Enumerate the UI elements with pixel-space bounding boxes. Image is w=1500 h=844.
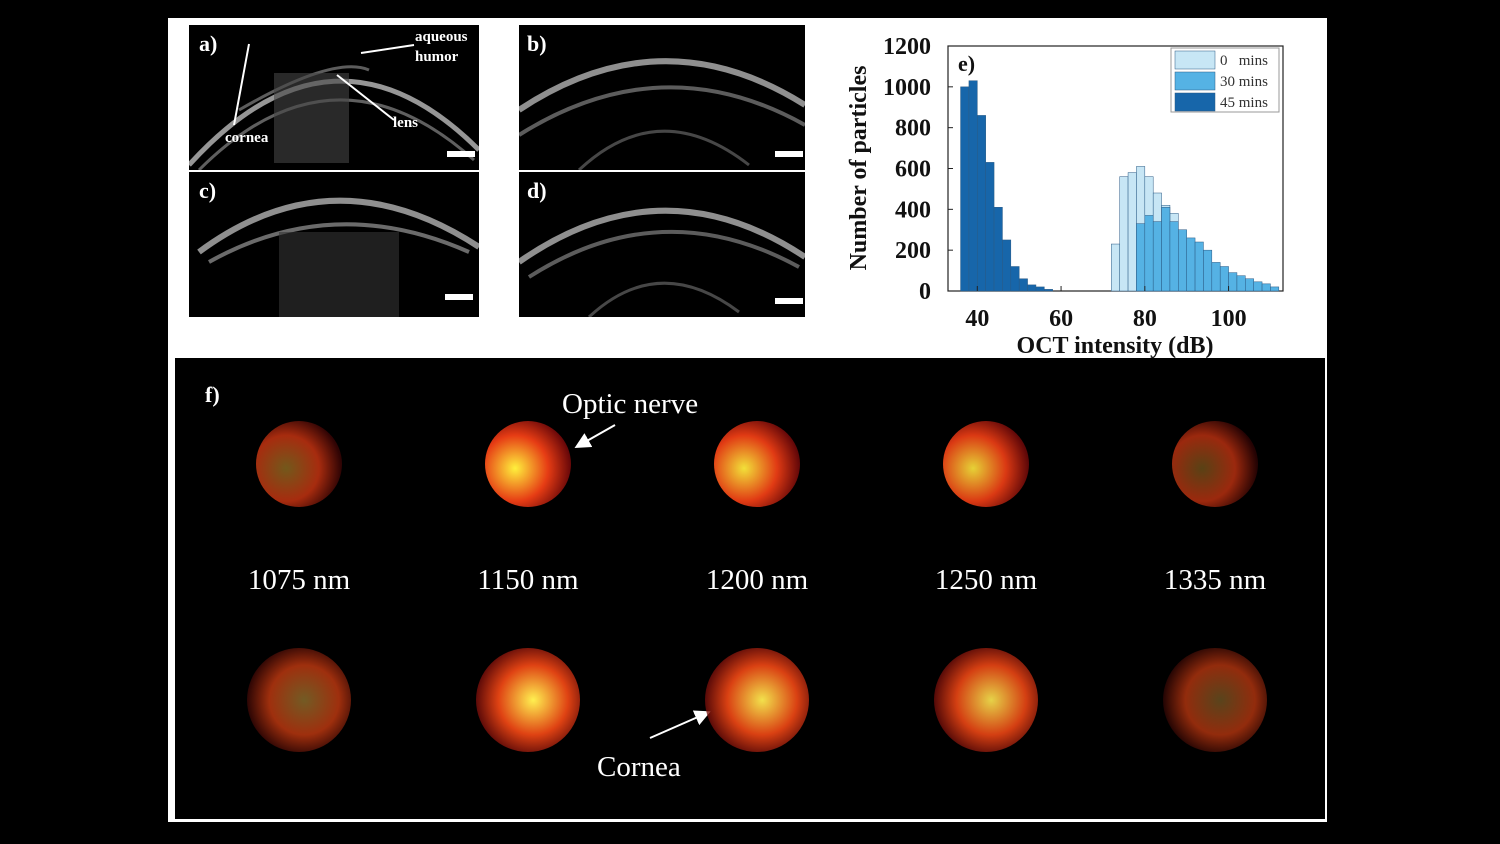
x-tick-label: 100 (1211, 306, 1247, 332)
wavelength-label: 1150 nm (477, 564, 579, 596)
bar-series-1 (1203, 249, 1213, 292)
scale-bar (775, 151, 803, 157)
figure: a) aqueous humor cornea lens b) c) d) (168, 18, 1327, 822)
y-tick-label: 800 (895, 116, 931, 142)
panel-d-label: d) (527, 178, 547, 203)
bar-series-1 (1152, 221, 1162, 292)
bar-series-1 (1261, 283, 1271, 292)
legend-swatch (1174, 71, 1216, 91)
cornea-annotation-f: Cornea (597, 751, 681, 783)
bar-series-1 (1253, 281, 1263, 292)
bar-series-2 (1027, 284, 1037, 292)
scale-bar (775, 298, 803, 304)
legend-swatch (1174, 50, 1216, 70)
x-tick-label: 40 (965, 306, 989, 332)
bar-series-1 (1136, 223, 1146, 292)
bar-series-1 (1219, 266, 1229, 292)
legend-swatch (1174, 92, 1216, 112)
y-tick-label: 1000 (883, 75, 931, 101)
oct-panel-a: a) aqueous humor cornea lens (189, 25, 479, 170)
bar-series-1 (1236, 275, 1246, 292)
bar-series-2 (1035, 286, 1045, 292)
y-tick-label: 600 (895, 157, 931, 183)
bar-series-2 (977, 115, 986, 292)
bar-series-1 (1144, 215, 1154, 292)
y-tick-label: 1200 (883, 34, 931, 60)
y-tick-label: 400 (895, 197, 931, 223)
cornea-image (247, 648, 351, 752)
lens-annotation: lens (393, 115, 419, 131)
panel-e-label: e) (958, 51, 975, 76)
bar-series-0 (1119, 176, 1129, 292)
cornea-annotation: cornea (225, 130, 269, 146)
oct-panel-c: c) (189, 172, 479, 317)
bar-series-1 (1178, 229, 1187, 292)
bar-series-1 (1186, 237, 1196, 292)
panel-a-label: a) (199, 31, 218, 56)
bar-series-1 (1270, 286, 1280, 292)
bar-series-2 (1002, 239, 1012, 292)
optic-nerve-image (714, 421, 800, 507)
cornea-image (476, 648, 580, 752)
cornea-image (934, 648, 1038, 752)
x-axis-label: OCT intensity (dB) (1017, 333, 1214, 359)
y-axis-label: Number of particles (846, 66, 872, 271)
optic-nerve-image (256, 421, 342, 507)
wavelength-label: 1075 nm (247, 564, 351, 596)
histogram-chart: 0 200 400 600 800 1000 1200 40 60 80 100 e) Numbe… (846, 34, 1284, 359)
bar-series-1 (1228, 272, 1238, 292)
y-tick-label: 200 (895, 238, 931, 264)
legend-label: 0 mins (1220, 53, 1268, 69)
bar-series-1 (1161, 207, 1171, 292)
y-tick-label: 0 (919, 279, 931, 305)
panel-b-label: b) (527, 31, 547, 56)
cornea-image (705, 648, 809, 752)
optic-nerve-image (1172, 421, 1258, 507)
bar-series-2 (1010, 266, 1020, 292)
fluorescence-panel: f) Optic nerve Cornea 1075 nm 1150 nm 1200… (175, 358, 1325, 819)
panel-f-label: f) (205, 382, 220, 407)
wavelength-label: 1250 nm (934, 564, 1038, 596)
bar-series-1 (1245, 278, 1254, 292)
annotation-arrows (574, 424, 711, 739)
legend-label: 45 mins (1220, 95, 1268, 111)
bar-series-2 (985, 162, 995, 292)
x-tick-label: 80 (1133, 306, 1157, 332)
scale-bar (445, 294, 473, 300)
bar-series-2 (960, 86, 970, 292)
bar-series-2 (1018, 278, 1028, 292)
legend: 0 mins 30 mins 45 mins (1170, 47, 1280, 113)
panel-c-label: c) (199, 178, 217, 203)
legend-label: 30 mins (1220, 74, 1268, 90)
wavelength-label: 1335 nm (1163, 564, 1267, 596)
scale-bar (447, 151, 475, 157)
bar-series-0 (1111, 243, 1120, 292)
bar-series-1 (1194, 241, 1204, 292)
bar-series-2 (968, 80, 978, 292)
bar-series-0 (1127, 172, 1137, 292)
cornea-image (1163, 648, 1267, 752)
optic-nerve-image (943, 421, 1029, 507)
bar-series-1 (1169, 221, 1179, 292)
aqueous-humor-annotation: aqueous humor (415, 29, 468, 65)
bar-series-1 (1211, 262, 1221, 292)
bar-series-2 (993, 207, 1003, 292)
x-tick-label: 60 (1049, 306, 1073, 332)
oct-panel-b: b) (519, 25, 805, 170)
bar-series-2 (1044, 289, 1053, 292)
optic-nerve-annotation: Optic nerve (562, 388, 699, 420)
wavelength-label: 1200 nm (705, 564, 809, 596)
oct-panel-d: d) (519, 172, 805, 317)
optic-nerve-image (485, 421, 571, 507)
